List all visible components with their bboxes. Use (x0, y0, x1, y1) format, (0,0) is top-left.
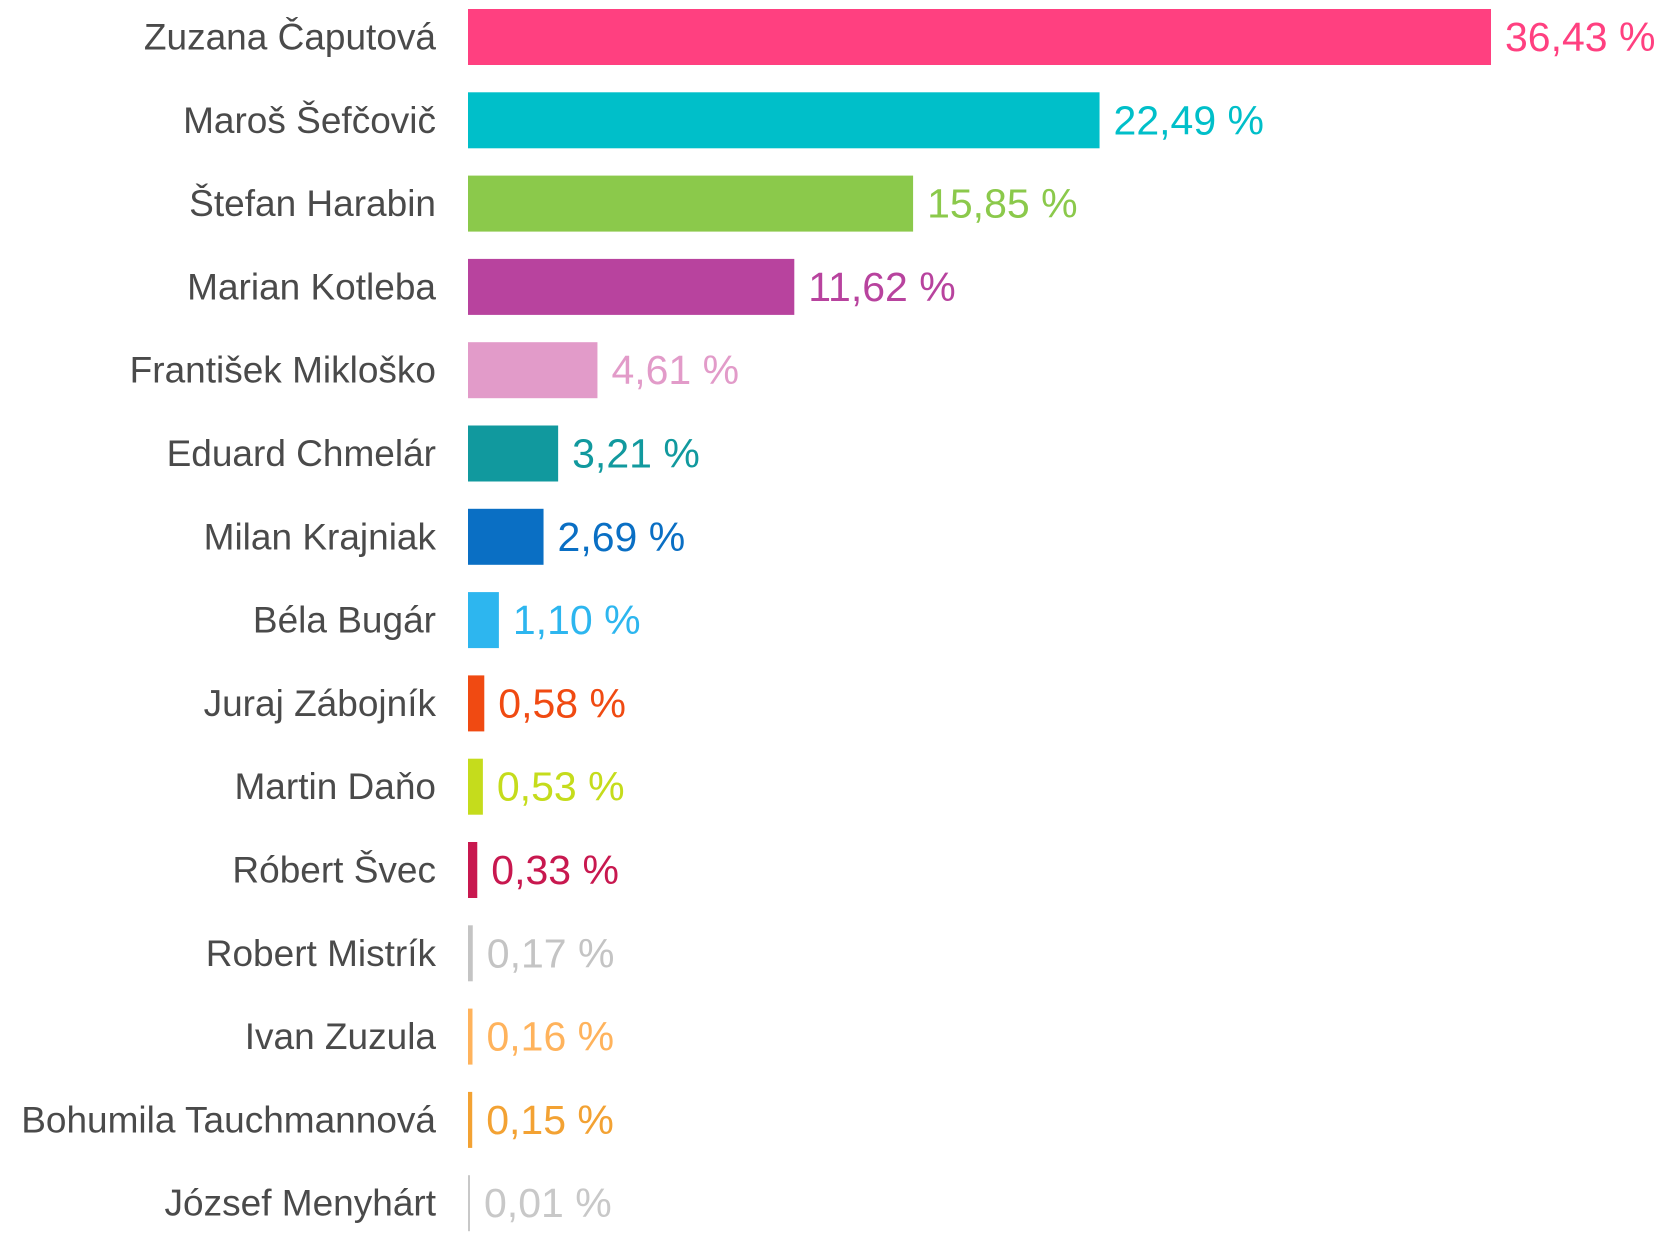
category-label: Ivan Zuzula (245, 1016, 437, 1057)
bar (468, 1008, 473, 1065)
bar-row-10: Martin Daňo 0,53 % (234, 758, 625, 815)
value-label: 1,10 % (513, 597, 641, 643)
value-label: 0,17 % (487, 930, 615, 976)
bar (468, 675, 485, 732)
bar (468, 258, 795, 315)
bar (468, 925, 473, 982)
category-label: František Mikloško (130, 350, 436, 391)
bar-row-8: Béla Bugár 1,10 % (253, 592, 641, 649)
bar-row-12: Robert Mistrík 0,17 % (206, 925, 615, 982)
value-label: 0,16 % (486, 1014, 614, 1060)
value-label: 4,61 % (611, 347, 739, 393)
bar-row-4: Marian Kotleba 11,62 % (187, 258, 956, 315)
bar-row-15: József Menyhárt 0,01 % (165, 1175, 612, 1232)
bar (468, 842, 478, 898)
category-label: Marian Kotleba (187, 266, 436, 307)
category-label: Štefan Harabin (189, 183, 436, 224)
bar-row-3: Štefan Harabin 15,85 % (189, 175, 1078, 232)
bars-layer: Zuzana Čaputová 36,43 % Maroš Šefčovič 22,4… (21, 9, 1655, 1232)
value-label: 0,58 % (498, 680, 626, 726)
bar (468, 508, 544, 565)
category-label: Eduard Chmelár (167, 433, 436, 474)
bar (468, 9, 1491, 65)
bar (468, 1175, 470, 1232)
bar-row-6: Eduard Chmelár 3,21 % (167, 425, 700, 482)
bar-row-2: Maroš Šefčovič 22,49 % (183, 92, 1264, 149)
category-label: Béla Bugár (253, 600, 436, 641)
category-label: Bohumila Tauchmannová (21, 1099, 436, 1140)
bar-row-14: Bohumila Tauchmannová 0,15 % (21, 1091, 614, 1148)
value-label: 15,85 % (927, 181, 1077, 227)
category-label: Zuzana Čaputová (144, 17, 437, 58)
bar-row-5: František Mikloško 4,61 % (130, 342, 739, 399)
category-label: Juraj Zábojník (204, 683, 437, 724)
value-label: 0,15 % (486, 1097, 614, 1143)
bar-row-7: Milan Krajniak 2,69 % (204, 508, 686, 565)
value-label: 22,49 % (1114, 97, 1264, 143)
bar (468, 425, 559, 482)
bar (468, 92, 1100, 149)
bar (468, 1091, 473, 1148)
bar (468, 342, 598, 399)
bar (468, 758, 483, 815)
bar-row-9: Juraj Zábojník 0,58 % (204, 675, 626, 732)
value-label: 0,01 % (484, 1180, 612, 1226)
category-label: Robert Mistrík (206, 933, 437, 974)
category-label: Maroš Šefčovič (183, 100, 436, 141)
value-label: 0,33 % (491, 847, 619, 893)
category-label: Martin Daňo (234, 766, 436, 807)
value-label: 2,69 % (558, 514, 686, 560)
bar-row-11: Róbert Švec 0,33 % (232, 842, 619, 898)
bar-row-13: Ivan Zuzula 0,16 % (245, 1008, 614, 1065)
category-label: Milan Krajniak (204, 516, 437, 557)
value-label: 11,62 % (808, 264, 955, 310)
value-label: 3,21 % (572, 431, 700, 477)
value-label: 0,53 % (497, 764, 625, 810)
bar (468, 592, 499, 649)
bar-row-1: Zuzana Čaputová 36,43 % (144, 9, 1655, 65)
category-label: Róbert Švec (232, 850, 436, 891)
value-label: 36,43 % (1505, 14, 1655, 60)
category-label: József Menyhárt (165, 1183, 437, 1224)
bar (468, 175, 914, 232)
